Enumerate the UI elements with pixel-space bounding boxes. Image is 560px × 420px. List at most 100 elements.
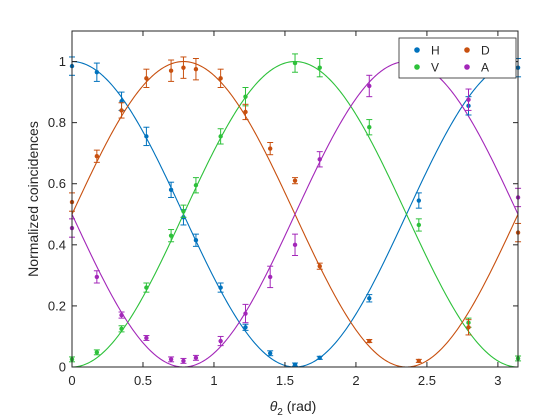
legend-item-H: H bbox=[414, 44, 440, 58]
y-tick-group: 0 0.2 0.4 0.6 0.8 1 bbox=[48, 54, 518, 375]
data-point-D-4 bbox=[168, 59, 175, 82]
point-marker-H bbox=[168, 187, 174, 193]
point-marker-D bbox=[193, 66, 199, 72]
point-marker-V bbox=[193, 183, 199, 188]
legend-marker-H bbox=[414, 47, 420, 53]
data-point-A-1 bbox=[93, 270, 100, 284]
point-marker-A bbox=[466, 97, 471, 102]
data-point-H-11 bbox=[316, 355, 323, 361]
data-point-A-12 bbox=[366, 74, 373, 98]
point-marker-H bbox=[416, 198, 422, 203]
data-point-A-13 bbox=[465, 88, 472, 111]
data-point-D-1 bbox=[93, 149, 100, 163]
data-point-A-7 bbox=[217, 335, 224, 347]
point-marker-V bbox=[168, 233, 174, 238]
point-marker-H bbox=[267, 351, 273, 356]
point-marker-D bbox=[267, 146, 273, 151]
point-marker-D bbox=[416, 358, 422, 364]
data-point-D-12 bbox=[366, 338, 373, 344]
y-tick-label: 1 bbox=[59, 54, 66, 69]
point-marker-V bbox=[94, 350, 100, 355]
point-marker-A bbox=[367, 83, 372, 89]
point-marker-A bbox=[119, 312, 124, 318]
point-marker-A bbox=[292, 242, 298, 248]
legend-marker-D bbox=[464, 47, 470, 53]
data-point-H-7 bbox=[217, 282, 224, 293]
legend-marker-A bbox=[464, 64, 470, 70]
data-point-H-8 bbox=[242, 323, 249, 331]
data-point-V-12 bbox=[415, 218, 422, 232]
point-marker-D bbox=[243, 109, 248, 115]
legend-label-H: H bbox=[431, 44, 440, 58]
point-marker-A bbox=[181, 358, 186, 364]
point-marker-V bbox=[243, 94, 248, 99]
data-point-H-12 bbox=[366, 294, 373, 303]
point-marker-D bbox=[144, 76, 149, 81]
data-point-A-11 bbox=[316, 151, 323, 168]
x-tick-label: 2.5 bbox=[418, 373, 436, 388]
x-tick-label: 0 bbox=[68, 373, 75, 388]
point-marker-A bbox=[94, 274, 100, 280]
y-tick-label: 0.6 bbox=[48, 176, 66, 191]
data-point-V-6 bbox=[192, 177, 199, 194]
data-point-D-3 bbox=[143, 68, 150, 89]
point-marker-H bbox=[243, 325, 248, 330]
y-axis-title: Normalized coincidences bbox=[25, 121, 41, 277]
data-point-V-8 bbox=[242, 87, 249, 107]
data-point-A-5 bbox=[180, 357, 187, 364]
point-marker-V bbox=[292, 60, 298, 66]
legend-item-V: V bbox=[414, 61, 439, 75]
data-point-D-11 bbox=[316, 262, 323, 270]
data-point-V-7 bbox=[217, 128, 224, 145]
x-tick-label: 2 bbox=[352, 373, 359, 388]
data-point-D-14 bbox=[465, 319, 472, 336]
data-point-D-10 bbox=[292, 177, 299, 185]
point-marker-H bbox=[367, 296, 372, 301]
point-marker-D bbox=[94, 154, 100, 159]
point-marker-V bbox=[144, 285, 149, 290]
y-tick-label: 0.2 bbox=[48, 298, 66, 313]
legend-item-D: D bbox=[464, 44, 490, 58]
point-marker-D bbox=[317, 264, 322, 269]
axes bbox=[71, 30, 519, 368]
data-point-A-9 bbox=[267, 265, 274, 289]
point-marker-D bbox=[119, 108, 124, 113]
data-point-A-3 bbox=[143, 335, 150, 341]
plot-area bbox=[72, 31, 518, 367]
point-marker-V bbox=[218, 134, 223, 139]
point-marker-H bbox=[193, 238, 199, 243]
point-marker-A bbox=[317, 157, 322, 162]
point-marker-D bbox=[181, 65, 186, 70]
point-marker-V bbox=[119, 326, 124, 332]
point-marker-D bbox=[367, 338, 372, 344]
point-marker-H bbox=[292, 362, 298, 367]
fit-curve-A bbox=[72, 60, 518, 367]
point-marker-D bbox=[168, 68, 174, 73]
legend-label-D: D bbox=[481, 44, 490, 58]
x-tick-label: 0.5 bbox=[134, 373, 152, 388]
point-marker-D bbox=[292, 178, 298, 183]
point-marker-A bbox=[144, 335, 149, 341]
data-point-D-6 bbox=[192, 57, 199, 81]
data-point-D-7 bbox=[217, 68, 224, 89]
data-point-A-6 bbox=[192, 354, 199, 361]
y-tick-label: 0 bbox=[59, 360, 66, 375]
point-marker-D bbox=[218, 76, 223, 81]
data-point-V-4 bbox=[168, 229, 175, 243]
point-marker-V bbox=[367, 125, 372, 130]
data-point-H-4 bbox=[168, 181, 175, 198]
x-axis-subscript: 2 bbox=[277, 407, 283, 418]
data-point-V-5 bbox=[180, 204, 187, 218]
x-tick-label: 3 bbox=[494, 373, 501, 388]
data-point-V-1 bbox=[93, 349, 100, 356]
data-point-H-10 bbox=[292, 362, 299, 367]
point-marker-V bbox=[317, 65, 322, 70]
legend-item-A: A bbox=[464, 61, 489, 75]
legend-label-A: A bbox=[481, 61, 489, 75]
data-point-A-10 bbox=[292, 233, 299, 257]
axes-box bbox=[71, 30, 519, 368]
data-point-V-11 bbox=[366, 119, 373, 136]
point-marker-H bbox=[144, 134, 149, 139]
point-marker-H bbox=[218, 285, 223, 290]
